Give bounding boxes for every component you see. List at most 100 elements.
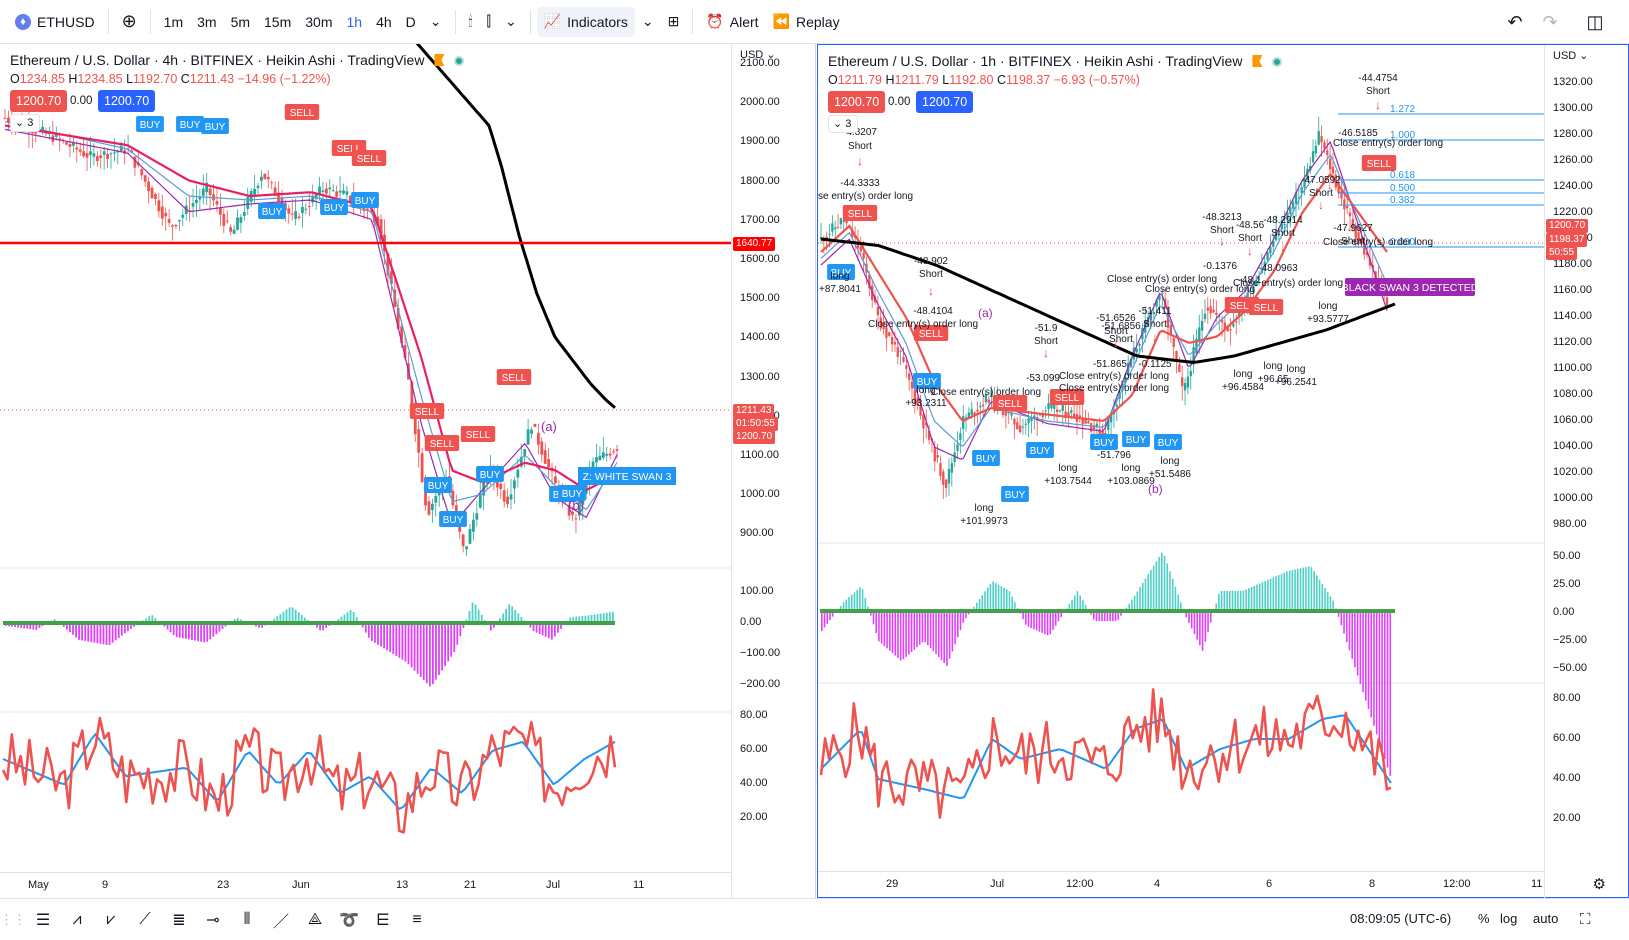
candle-body bbox=[362, 205, 366, 211]
indicator-collapse-button[interactable]: ⌄ 3 bbox=[10, 114, 40, 132]
strategy-annotation: +93.2311 bbox=[905, 398, 947, 409]
horizontal-line-tool[interactable]: ⊸ bbox=[196, 905, 230, 935]
indicators-dropdown[interactable]: ⌄ bbox=[635, 7, 661, 37]
left-chart-plot[interactable]: BUYBUYBUYBUYBUYBUYBUYBUYBUYBUYBUYSELLSEL… bbox=[0, 44, 732, 872]
buy-signal-label-bg bbox=[913, 373, 941, 389]
fib-spiral-tool[interactable]: ➰ bbox=[332, 905, 366, 935]
toolbar-divider bbox=[107, 9, 109, 34]
interval-30m[interactable]: 30m bbox=[305, 13, 333, 30]
wave-label-b: (b) bbox=[1148, 482, 1163, 496]
undo-button[interactable]: ↶ bbox=[1500, 7, 1530, 37]
trend-line-tool[interactable]: ⟋ bbox=[128, 905, 162, 935]
candle-body bbox=[239, 217, 243, 223]
currency-unit[interactable]: USD ⌄ bbox=[1553, 50, 1589, 62]
interval-15m[interactable]: 15m bbox=[264, 13, 292, 30]
vertical-lines-tool[interactable]: ⦀ bbox=[230, 905, 264, 935]
interval-1m[interactable]: 1m bbox=[163, 13, 184, 30]
oscillator-bar bbox=[303, 617, 306, 623]
indicators-button[interactable]: 📈 Indicators bbox=[536, 6, 635, 37]
candle-body bbox=[1272, 240, 1275, 247]
xabcd-pattern-tool[interactable]: ⟁ bbox=[298, 905, 332, 935]
strategy-annotation: -53.099 bbox=[1026, 373, 1060, 384]
candle-body bbox=[468, 529, 472, 544]
candle-body bbox=[1092, 425, 1096, 429]
oscillator-bar bbox=[569, 617, 572, 623]
strategy-annotation: long bbox=[1319, 301, 1338, 312]
candle-body bbox=[1363, 245, 1366, 255]
chart-pane-right[interactable]: 1.272 1.000 0.618 0.500 0.382 0.000 BLACK SWAN… bbox=[817, 44, 1629, 899]
redo-button[interactable]: ↷ bbox=[1535, 7, 1565, 37]
interval-dropdown[interactable]: ⌄ bbox=[423, 7, 449, 37]
sell-price-button[interactable]: 1200.70 bbox=[10, 90, 68, 112]
chart-type-dropdown[interactable]: ⌄ bbox=[498, 7, 524, 37]
symbol-search[interactable]: ♦ ETHUSD bbox=[8, 7, 102, 37]
candle-body bbox=[962, 416, 965, 430]
abcd-pattern-tool[interactable]: ⩘ bbox=[60, 905, 94, 935]
oscillator-bar bbox=[1269, 578, 1272, 611]
axis-tick: 0.00 bbox=[1553, 606, 1575, 618]
indicator-collapse-button[interactable]: ⌄ 3 bbox=[828, 115, 858, 133]
chart-type-button[interactable]: 🕯 bbox=[462, 7, 480, 37]
strategy-annotation: long bbox=[1234, 369, 1253, 380]
ohlc-open: 1234.85 bbox=[19, 72, 65, 86]
oscillator-bar bbox=[948, 611, 951, 659]
interval-4h[interactable]: 4h bbox=[376, 13, 392, 30]
buy-signal-label: BUY bbox=[355, 196, 376, 207]
fullscreen-button[interactable]: ⛶ bbox=[1580, 911, 1591, 928]
strategy-annotation: long bbox=[1264, 361, 1283, 372]
oscillator-bar bbox=[514, 609, 517, 623]
elliott-wave-tool[interactable]: ⩗ bbox=[94, 905, 128, 935]
parallel-channel-tool[interactable]: ⋿ bbox=[366, 905, 400, 935]
interval-1h[interactable]: 1h bbox=[346, 13, 363, 30]
candle-body bbox=[478, 493, 482, 508]
buy-signal-label-bg bbox=[558, 485, 586, 501]
drag-handle-icon[interactable]: ⋮⋮ bbox=[0, 911, 26, 927]
buy-signal-label-bg bbox=[258, 203, 286, 219]
interval-3m[interactable]: 3m bbox=[197, 13, 217, 30]
clock[interactable]: 08:09:05 (UTC-6) bbox=[1350, 911, 1452, 926]
interval-5m[interactable]: 5m bbox=[230, 13, 251, 30]
currency-unit[interactable]: USD ⌄ bbox=[740, 49, 776, 61]
oscillator-bar bbox=[593, 614, 596, 623]
left-time-axis[interactable]: May 9 23 Jun 13 21 Jul 11 bbox=[0, 872, 732, 898]
replay-button[interactable]: ⏪ Replay bbox=[766, 7, 847, 37]
oscillator-bar bbox=[924, 611, 926, 643]
candle-body bbox=[825, 236, 828, 239]
oscillator-bar bbox=[584, 615, 587, 623]
alert-button[interactable]: ⏰ Alert bbox=[699, 7, 765, 37]
candle-body bbox=[577, 499, 581, 516]
regression-tool[interactable]: ≡ bbox=[400, 905, 434, 935]
oscillator-bar bbox=[867, 606, 869, 611]
candle-body bbox=[1337, 183, 1340, 194]
strategy-annotation: -51.9 bbox=[1035, 323, 1058, 334]
left-price-axis[interactable]: USD ⌄ 2100.00 2000.00 1900.00 1800.00 1700.0… bbox=[731, 44, 815, 898]
candle-body bbox=[1078, 415, 1081, 418]
oscillator-bar bbox=[1071, 599, 1073, 611]
oscillator-bar bbox=[1109, 611, 1111, 621]
ray-tool[interactable]: ／ bbox=[264, 905, 298, 935]
layout-split-button[interactable]: ◫ bbox=[1580, 7, 1610, 37]
log-scale-toggle[interactable]: log bbox=[1500, 911, 1518, 926]
compare-button[interactable]: ⊕ bbox=[115, 7, 144, 37]
buy-price-button[interactable]: 1200.70 bbox=[916, 91, 974, 113]
bar-type-button[interactable]: ⫿ bbox=[479, 7, 497, 37]
auto-scale-toggle[interactable]: auto bbox=[1533, 911, 1559, 926]
buy-price-button[interactable]: 1200.70 bbox=[98, 90, 156, 112]
strategy-annotation: -44.3333 bbox=[840, 178, 880, 189]
oscillator-bar bbox=[1297, 568, 1299, 611]
fib-retracement-tool[interactable]: ≣ bbox=[162, 905, 196, 935]
trend-angle-tool[interactable]: ☰ bbox=[26, 905, 60, 935]
chart-pane-left[interactable]: BUYBUYBUYBUYBUYBUYBUYBUYBUYBUYBUYSELLSEL… bbox=[0, 44, 816, 898]
layout-button[interactable]: ⊞ bbox=[661, 7, 687, 37]
percent-scale-toggle[interactable]: % bbox=[1478, 911, 1490, 926]
candle-body bbox=[403, 344, 407, 358]
right-price-axis[interactable]: USD ⌄ 1320.00 1300.00 1280.00 1260.00 1240.0… bbox=[1544, 45, 1628, 899]
interval-D[interactable]: D bbox=[405, 13, 416, 30]
chart-settings-button[interactable]: ⚙ bbox=[1593, 875, 1606, 893]
right-time-axis[interactable]: 29 Jul 12:00 4 6 8 12:00 11 bbox=[818, 871, 1544, 897]
sell-price-button[interactable]: 1200.70 bbox=[828, 91, 886, 113]
candle-body bbox=[1016, 422, 1019, 429]
candle-body bbox=[1311, 151, 1315, 163]
axis-tick: 1080.00 bbox=[1553, 388, 1593, 400]
